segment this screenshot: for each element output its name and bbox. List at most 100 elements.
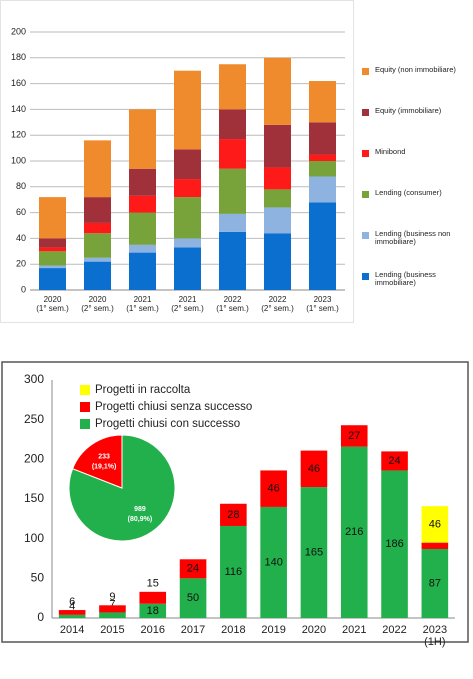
bar-segment bbox=[174, 247, 201, 290]
pie-percent-label: (80,9%) bbox=[128, 516, 153, 523]
bar-segment bbox=[174, 238, 201, 248]
bar-segment bbox=[264, 233, 291, 290]
data-label: 46 bbox=[429, 518, 441, 530]
data-label: 28 bbox=[227, 509, 239, 521]
x-tick-label: 2015 bbox=[100, 624, 125, 636]
data-label: 50 bbox=[187, 592, 199, 604]
x-tick-label: 2020 bbox=[301, 624, 327, 636]
legend-swatch bbox=[362, 150, 369, 157]
bar-segment bbox=[84, 261, 111, 290]
bar-segment bbox=[220, 525, 247, 618]
bar-segment bbox=[99, 605, 126, 613]
bar-segment bbox=[300, 450, 328, 488]
bar-segment bbox=[260, 470, 287, 507]
pie-percent-label: (19,1%) bbox=[92, 464, 117, 471]
x-tick-label: 2023 (1H) bbox=[422, 624, 448, 649]
bar-segment bbox=[220, 503, 247, 526]
bar-segment bbox=[309, 176, 336, 203]
bar-segment bbox=[264, 57, 291, 125]
bar-segment bbox=[264, 207, 291, 234]
y-tick-label: 150 bbox=[24, 491, 44, 505]
pie-slice bbox=[71, 434, 123, 489]
data-label: 87 bbox=[429, 577, 441, 589]
legend-label: Lending (business immobiliare) bbox=[375, 270, 436, 288]
bar-segment bbox=[39, 238, 66, 248]
legend-swatch bbox=[80, 419, 90, 429]
data-label: 216 bbox=[345, 526, 363, 538]
y-tick-label: 200 bbox=[11, 26, 26, 36]
y-tick-label: 200 bbox=[24, 452, 44, 466]
x-tick-label: 2021 (2° sem.) bbox=[171, 295, 204, 313]
legend-label: Lending (consumer) bbox=[375, 188, 442, 197]
y-tick-label: 40 bbox=[16, 233, 26, 243]
data-label: 24 bbox=[187, 563, 199, 575]
bar-segment bbox=[309, 202, 336, 290]
bar-segment bbox=[39, 268, 66, 290]
data-label: 116 bbox=[225, 566, 243, 578]
y-tick-label: 0 bbox=[21, 284, 26, 294]
bar-segment bbox=[309, 161, 336, 177]
legend-label: Progetti chiusi con successo bbox=[95, 418, 240, 430]
bar-segment bbox=[139, 603, 167, 618]
data-label: 7 bbox=[109, 598, 115, 610]
bar-segment bbox=[129, 109, 156, 169]
data-label: 46 bbox=[308, 463, 320, 475]
bar-segment bbox=[179, 578, 207, 618]
legend-label: Progetti chiusi senza successo bbox=[95, 401, 252, 413]
x-tick-label: 2020 (1° sem.) bbox=[36, 295, 69, 313]
y-tick-label: 250 bbox=[24, 412, 44, 426]
legend-swatch bbox=[362, 191, 369, 198]
y-tick-label: 120 bbox=[11, 130, 26, 140]
x-tick-label: 2019 bbox=[261, 624, 286, 636]
data-label: 4 bbox=[69, 601, 75, 613]
data-label: 9 bbox=[109, 591, 115, 603]
legend-swatch bbox=[362, 273, 369, 280]
legend-label: Progetti in raccolta bbox=[95, 384, 191, 396]
bar-segment bbox=[39, 197, 66, 239]
bar-segment bbox=[219, 109, 246, 140]
legend-swatch bbox=[362, 109, 369, 116]
y-tick-label: 0 bbox=[37, 610, 44, 624]
legend-label: Lending (business non immobiliare) bbox=[375, 229, 451, 247]
bar-segment bbox=[219, 231, 246, 290]
x-tick-label: 2018 bbox=[221, 624, 246, 636]
legend-label: Equity (non immobiliare) bbox=[375, 65, 456, 74]
bar-segment bbox=[39, 247, 66, 252]
legend-swatch bbox=[80, 402, 90, 412]
x-tick-label: 2016 bbox=[140, 624, 165, 636]
bar-segment bbox=[58, 610, 86, 615]
bar-segment bbox=[309, 81, 336, 123]
y-tick-label: 180 bbox=[11, 52, 26, 62]
data-label: 6 bbox=[69, 596, 75, 608]
data-label: 186 bbox=[385, 538, 403, 550]
bar-segment bbox=[309, 154, 336, 161]
pie-value-label: 989 bbox=[134, 506, 146, 513]
bar-segment bbox=[139, 591, 167, 604]
data-label: 18 bbox=[147, 605, 159, 617]
bar-segment bbox=[381, 451, 408, 471]
bar-segment bbox=[84, 140, 111, 198]
legend-label: Minibond bbox=[375, 147, 406, 156]
bar-segment bbox=[219, 168, 246, 214]
bar-segment bbox=[84, 222, 111, 234]
y-tick-label: 100 bbox=[24, 531, 44, 545]
chart2-frame bbox=[1, 361, 469, 643]
bar-segment bbox=[219, 139, 246, 169]
bar-segment bbox=[264, 167, 291, 190]
data-label: 24 bbox=[388, 455, 400, 467]
y-tick-label: 60 bbox=[16, 207, 26, 217]
bar-segment bbox=[58, 614, 86, 618]
x-tick-label: 2020 (2° sem.) bbox=[81, 295, 114, 313]
bar-segment bbox=[300, 487, 328, 618]
bar-segment bbox=[309, 122, 336, 155]
bar-segment bbox=[129, 252, 156, 290]
x-tick-label: 2022 (1° sem.) bbox=[216, 295, 249, 313]
legend-swatch bbox=[80, 385, 90, 395]
bar-segment bbox=[340, 446, 368, 618]
bar-segment bbox=[129, 212, 156, 245]
bar-segment bbox=[129, 244, 156, 253]
bar-segment bbox=[219, 64, 246, 110]
data-label: 27 bbox=[348, 430, 360, 442]
